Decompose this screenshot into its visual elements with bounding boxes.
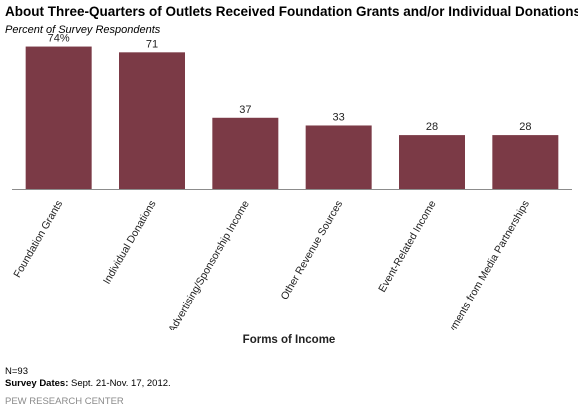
bar	[305, 125, 372, 189]
bar-value-label: 37	[239, 104, 251, 116]
survey-dates-note: Survey Dates: Sept. 21-Nov. 17, 2012.	[5, 378, 171, 389]
x-tick-label: Individual Donations	[101, 199, 159, 287]
bar-value-label: 74%	[48, 33, 70, 45]
x-tick-label: Event-Related Income	[376, 198, 438, 294]
survey-dates-value: Sept. 21-Nov. 17, 2012.	[68, 378, 171, 389]
survey-dates-label: Survey Dates:	[5, 378, 69, 389]
bar	[492, 135, 559, 189]
x-axis-title: Forms of Income	[242, 334, 336, 346]
bar-value-label: 71	[146, 38, 158, 50]
x-tick-label: Foundation Grants	[11, 199, 65, 280]
bar-chart: 74% Foundation Grants 71 Individual Donatio…	[11, 33, 572, 331]
bar	[212, 117, 279, 189]
bar-value-label: 28	[426, 121, 438, 133]
x-tick-label: Payments from Media Partnerships	[440, 199, 532, 331]
bar	[399, 135, 465, 189]
bar	[119, 52, 185, 190]
bar-value-label: 28	[519, 121, 531, 133]
bar	[25, 46, 92, 189]
source-credit: PEW RESEARCH CENTER	[5, 396, 124, 407]
chart-subtitle: Percent of Survey Respondents	[5, 24, 161, 36]
x-tick-label: Other Revenue Sources	[279, 199, 346, 303]
sample-size-note: N=93	[5, 366, 28, 377]
bar-value-label: 33	[333, 111, 345, 123]
chart-title: About Three-Quarters of Outlets Received…	[5, 4, 578, 19]
x-tick-label: Advertising/Sponsorship Income	[166, 198, 252, 330]
